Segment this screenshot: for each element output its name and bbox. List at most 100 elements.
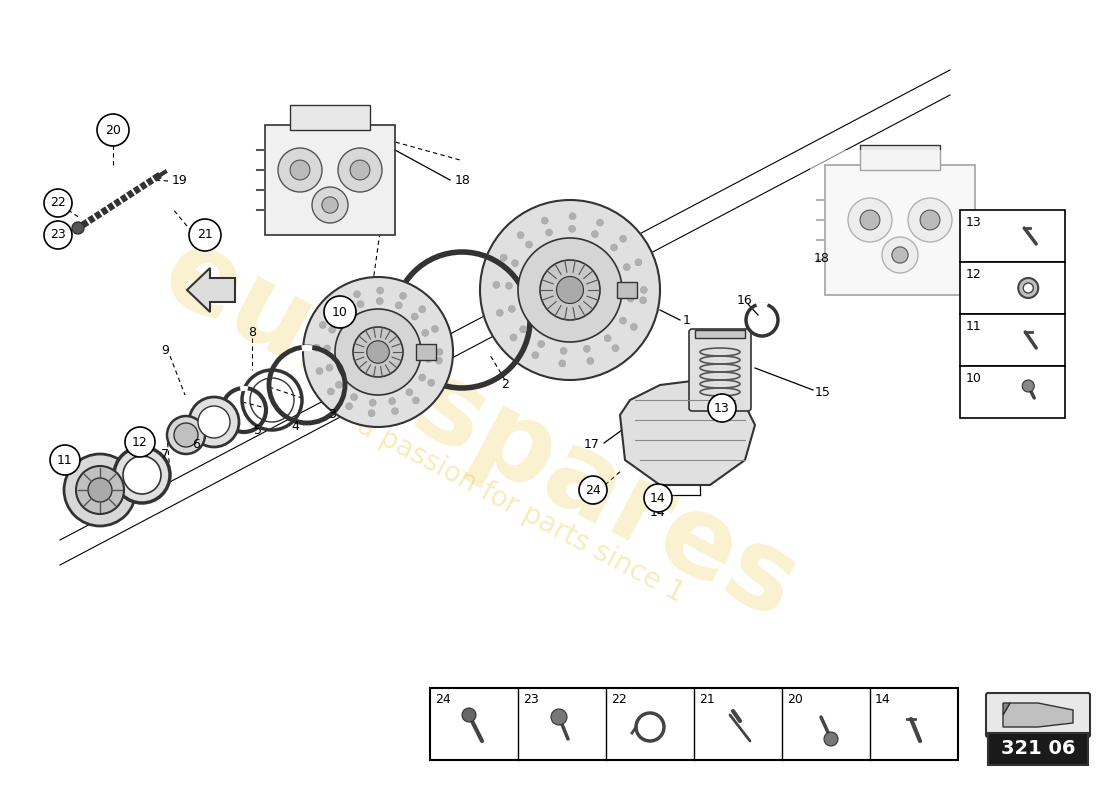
Circle shape — [462, 708, 476, 722]
Circle shape — [388, 398, 396, 405]
Polygon shape — [620, 380, 755, 485]
Circle shape — [557, 277, 583, 303]
Circle shape — [323, 345, 331, 352]
Circle shape — [508, 306, 515, 313]
Circle shape — [353, 290, 361, 298]
Circle shape — [88, 478, 112, 502]
Circle shape — [302, 277, 453, 427]
Circle shape — [500, 254, 507, 261]
Circle shape — [72, 222, 84, 234]
Circle shape — [167, 416, 205, 454]
Circle shape — [824, 732, 838, 746]
Circle shape — [50, 445, 80, 475]
Circle shape — [114, 447, 170, 503]
Bar — [960, 366, 1065, 418]
Circle shape — [526, 241, 532, 248]
Circle shape — [329, 326, 336, 333]
Circle shape — [419, 306, 426, 313]
Circle shape — [541, 217, 548, 224]
Circle shape — [322, 197, 338, 213]
Circle shape — [426, 349, 432, 355]
Circle shape — [532, 352, 539, 358]
Text: 3: 3 — [328, 409, 336, 422]
Circle shape — [569, 213, 576, 220]
Circle shape — [428, 379, 435, 386]
Bar — [430, 688, 958, 760]
Circle shape — [493, 282, 499, 288]
Text: 14: 14 — [650, 506, 666, 518]
Circle shape — [540, 260, 600, 320]
Text: 16: 16 — [737, 294, 752, 306]
Text: 21: 21 — [197, 229, 213, 242]
Polygon shape — [187, 268, 235, 312]
Circle shape — [44, 189, 72, 217]
Circle shape — [314, 344, 320, 351]
Text: 22: 22 — [51, 197, 66, 210]
Circle shape — [635, 259, 642, 266]
Circle shape — [406, 389, 412, 396]
Wedge shape — [756, 302, 768, 308]
Circle shape — [350, 160, 370, 180]
Text: 20: 20 — [106, 123, 121, 137]
Text: 15: 15 — [815, 386, 830, 398]
Text: 321 06: 321 06 — [1001, 739, 1076, 758]
Circle shape — [546, 229, 552, 236]
Text: 22: 22 — [610, 693, 627, 706]
Text: 2: 2 — [502, 378, 509, 391]
Circle shape — [376, 298, 383, 305]
Polygon shape — [1003, 703, 1010, 715]
Text: eurospares: eurospares — [144, 218, 815, 642]
Text: 11: 11 — [966, 320, 981, 333]
Bar — [960, 210, 1065, 262]
Circle shape — [351, 394, 358, 401]
Circle shape — [505, 282, 513, 290]
Circle shape — [333, 302, 340, 310]
Text: 4: 4 — [292, 421, 299, 434]
Text: 23: 23 — [51, 229, 66, 242]
Circle shape — [619, 235, 627, 242]
Circle shape — [848, 198, 892, 242]
Circle shape — [419, 374, 426, 381]
Text: 14: 14 — [874, 693, 891, 706]
Circle shape — [882, 237, 918, 273]
Circle shape — [586, 358, 594, 365]
Circle shape — [560, 347, 568, 354]
Circle shape — [496, 310, 504, 316]
Circle shape — [312, 187, 348, 223]
Text: 19: 19 — [172, 174, 188, 186]
Wedge shape — [240, 386, 249, 391]
Text: 21: 21 — [698, 693, 715, 706]
Text: 5: 5 — [254, 423, 262, 437]
Circle shape — [421, 330, 429, 336]
Circle shape — [512, 260, 518, 266]
Circle shape — [395, 302, 403, 309]
Circle shape — [551, 709, 566, 725]
Circle shape — [708, 394, 736, 422]
Circle shape — [604, 334, 612, 342]
Circle shape — [125, 427, 155, 457]
Bar — [960, 262, 1065, 314]
Circle shape — [123, 456, 161, 494]
Text: 14: 14 — [650, 491, 666, 505]
Text: 24: 24 — [434, 693, 451, 706]
Text: 7: 7 — [161, 449, 169, 462]
Circle shape — [436, 357, 442, 364]
Text: 17: 17 — [584, 438, 600, 451]
Text: 23: 23 — [522, 693, 539, 706]
Circle shape — [345, 403, 353, 410]
Circle shape — [592, 230, 598, 238]
Text: 13: 13 — [966, 216, 981, 229]
Circle shape — [64, 454, 136, 526]
Circle shape — [326, 364, 333, 371]
Circle shape — [425, 355, 432, 362]
Circle shape — [319, 322, 327, 329]
Circle shape — [412, 397, 419, 404]
Circle shape — [336, 382, 342, 388]
Bar — [810, 150, 990, 305]
Text: 10: 10 — [332, 306, 348, 318]
Circle shape — [908, 198, 952, 242]
FancyBboxPatch shape — [290, 105, 370, 130]
Circle shape — [1019, 278, 1038, 298]
Circle shape — [431, 326, 439, 333]
Circle shape — [368, 410, 375, 417]
